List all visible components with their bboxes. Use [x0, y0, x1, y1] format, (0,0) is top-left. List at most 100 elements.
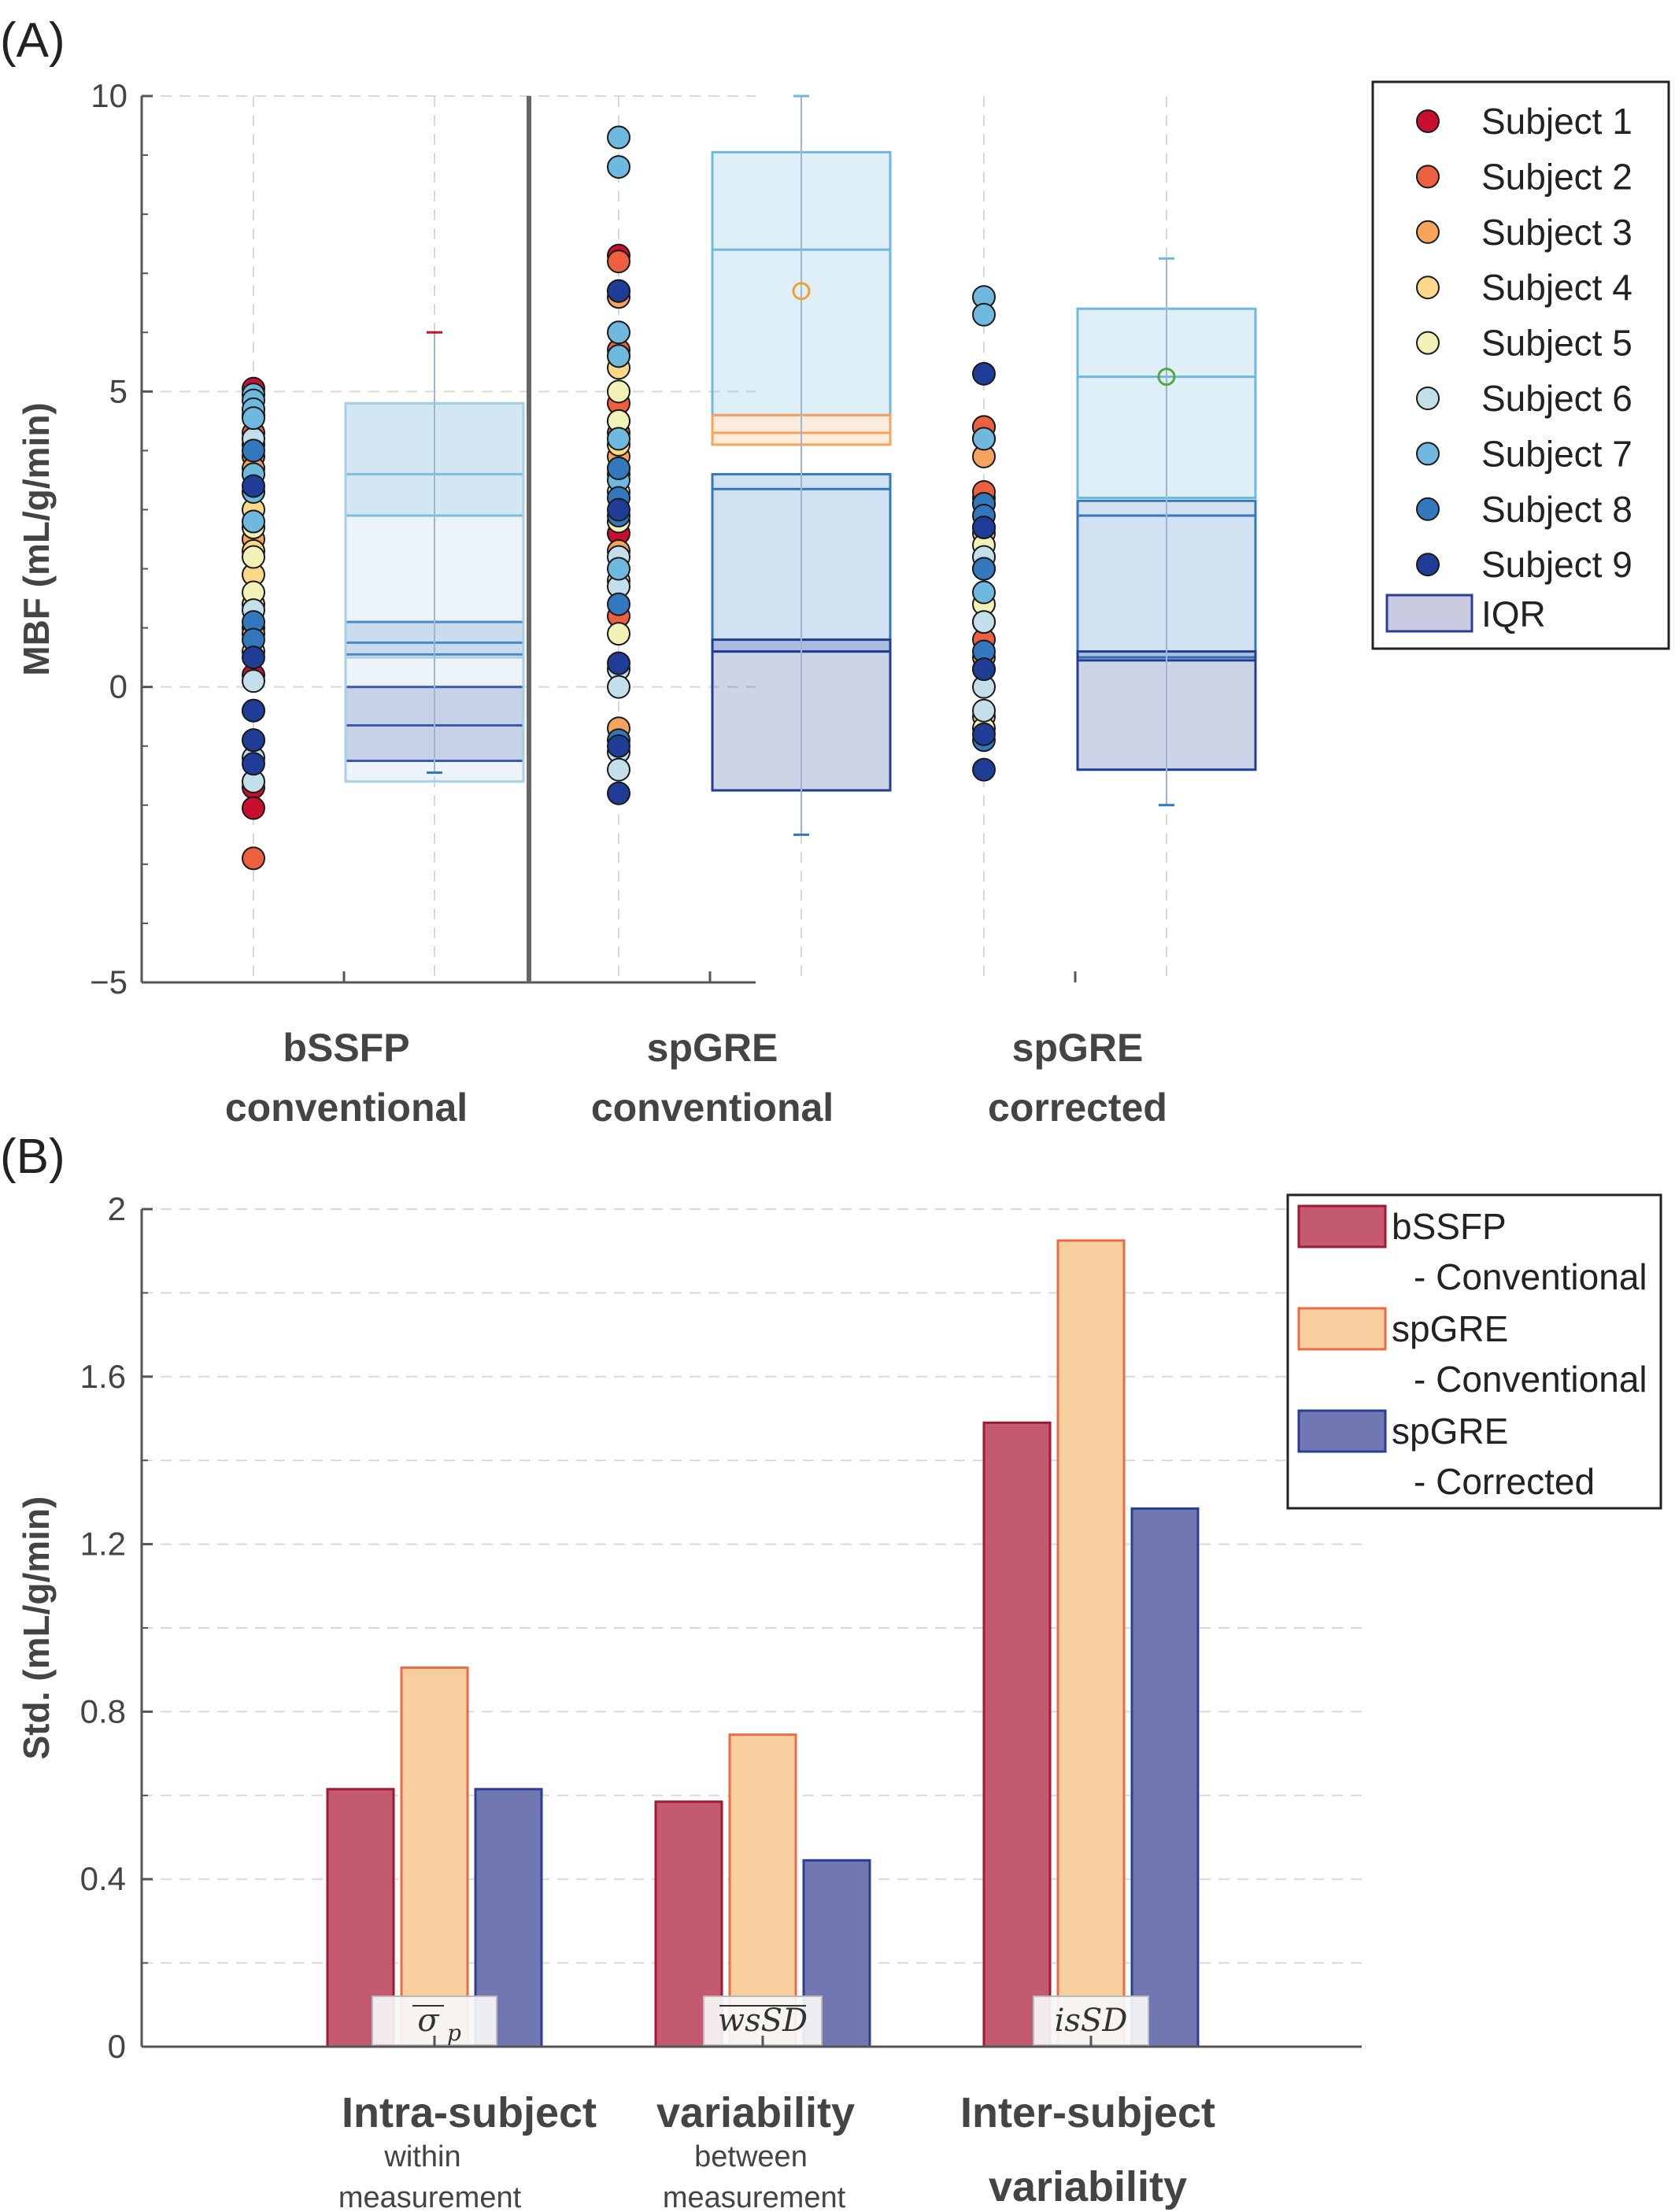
category-label-intra: Intra-subject	[342, 2089, 597, 2136]
legend-label: Subject 6	[1481, 378, 1632, 419]
data-point-subject-9	[972, 757, 996, 782]
y-tick-label: 5	[109, 372, 128, 409]
data-point-subject-7	[607, 427, 630, 451]
legend-label: Subject 4	[1481, 267, 1632, 308]
legend-label-detail: - Corrected	[1414, 1461, 1595, 1502]
bar-1-3	[982, 1421, 1052, 2048]
legend-label: Subject 3	[1481, 212, 1632, 253]
category-symbol-subscript: p	[447, 2020, 461, 2046]
legend-label: spGRE	[1392, 1411, 1508, 1452]
data-point-subject-8	[607, 456, 630, 480]
data-point-subject-9	[607, 279, 630, 303]
category-label-inter-variability: variability	[989, 2163, 1187, 2210]
data-point-subject-6	[607, 675, 630, 699]
panel-a-label: (A)	[0, 13, 65, 68]
legend-marker	[1416, 109, 1440, 133]
legend-label: spGRE	[1392, 1308, 1508, 1349]
data-point-subject-5	[607, 622, 630, 646]
y-axis-label: MBF (mL/g/min)	[16, 402, 57, 676]
panel-b-label: (B)	[0, 1130, 65, 1184]
panel-b-legend: bSSFP - Conventional spGRE - Conventional sp…	[1286, 1193, 1662, 1510]
data-point-subject-6	[972, 610, 996, 634]
data-point-subject-7	[607, 320, 630, 345]
data-point-subject-2	[242, 846, 265, 871]
legend-label: Subject 2	[1481, 156, 1632, 197]
x-group-label-line1: spGRE	[1012, 1026, 1144, 1070]
y-tick-label: 2	[108, 1190, 126, 1227]
legend-label: Subject 5	[1481, 323, 1632, 364]
data-point-subject-7	[242, 406, 265, 431]
y-tick-label: 0.4	[80, 1860, 126, 1897]
panel-a-legend: Subject 1 Subject 2 Subject 3 Subject 4 Subj…	[1371, 80, 1670, 650]
panel-b-bars: σ p wsSD isSD	[326, 1239, 1200, 2048]
data-point-subject-6	[242, 669, 265, 694]
legend-iqr-swatch	[1385, 594, 1473, 633]
category-symbol: isSD	[1055, 2003, 1128, 2039]
category-sublabel-within: within	[383, 2140, 460, 2173]
category-symbol: wsSD	[718, 2003, 808, 2039]
data-point-subject-9	[972, 361, 996, 386]
y-tick-label: 0.8	[80, 1692, 126, 1729]
data-point-subject-7	[607, 557, 630, 581]
panel-b-axes: 0 0.4 0.8 1.2 1.6 2 Std. (mL/g/min) Intra-subje…	[16, 1190, 1362, 2212]
data-point-subject-9	[242, 728, 265, 753]
legend-marker	[1416, 553, 1440, 577]
y-tick-label: 1.6	[80, 1358, 126, 1395]
data-point-subject-7	[607, 344, 630, 368]
category-sublabel-between: between	[694, 2140, 808, 2173]
y-tick-label: 0	[108, 2028, 126, 2065]
x-group-label-line2: corrected	[988, 1086, 1167, 1130]
bar-2-1	[400, 1666, 469, 2048]
data-point-subject-7	[607, 125, 630, 150]
category-sublabel-measurement: measurement	[338, 2181, 522, 2212]
x-group-label-line2: conventional	[225, 1086, 468, 1130]
data-point-subject-9	[972, 657, 996, 682]
data-point-subject-8	[242, 438, 265, 463]
legend-marker	[1416, 442, 1440, 466]
legend-swatch	[1297, 1409, 1387, 1453]
legend-marker	[1416, 220, 1440, 244]
data-point-subject-2	[607, 250, 630, 274]
legend-marker	[1416, 331, 1440, 355]
category-label-variability: variability	[656, 2089, 855, 2136]
data-point-subject-7	[972, 302, 996, 327]
legend-label: Subject 1	[1481, 101, 1632, 142]
data-point-subject-6	[607, 757, 630, 782]
data-point-subject-9	[242, 752, 265, 776]
data-point-subject-9	[972, 722, 996, 746]
legend-label: Subject 7	[1481, 433, 1632, 474]
data-point-subject-7	[972, 580, 996, 605]
data-point-subject-5	[242, 545, 265, 569]
panel-a-axes: −5 0 5 10 MBF (mL/g/min) bSSFP conventional spG…	[16, 77, 1167, 1130]
data-point-subject-9	[242, 645, 265, 670]
legend-label-detail: - Conventional	[1414, 1256, 1647, 1297]
legend-swatch	[1297, 1204, 1387, 1248]
y-tick-label: −5	[90, 964, 128, 1001]
x-group-label-line1: spGRE	[647, 1026, 778, 1070]
bar-3-3	[1130, 1507, 1200, 2048]
y-tick-label: 1.2	[80, 1526, 126, 1563]
data-point-subject-7	[972, 427, 996, 451]
data-point-subject-9	[242, 474, 265, 498]
y-tick-label: 0	[109, 668, 128, 705]
data-point-subject-9	[607, 498, 630, 522]
data-point-subject-9	[607, 781, 630, 805]
bar-2-3	[1056, 1239, 1126, 2048]
data-point-subject-9	[972, 515, 996, 539]
panel-a-grid	[142, 95, 1167, 983]
category-symbol: σ	[417, 2003, 440, 2039]
y-tick-label: 10	[91, 77, 128, 114]
y-axis-label: Std. (mL/g/min)	[16, 1496, 57, 1760]
legend-swatch	[1297, 1307, 1387, 1351]
data-point-subject-8	[607, 592, 630, 616]
legend-label-detail: - Conventional	[1414, 1359, 1647, 1400]
x-group-label-line1: bSSFP	[283, 1026, 409, 1070]
legend-marker	[1416, 276, 1440, 300]
legend-label: Subject 8	[1481, 489, 1632, 530]
legend-iqr-label: IQR	[1481, 594, 1546, 634]
data-point-subject-5	[607, 379, 630, 404]
data-point-subject-1	[242, 796, 265, 820]
panel-a-scatter-points	[242, 125, 996, 871]
data-point-subject-8	[972, 557, 996, 581]
